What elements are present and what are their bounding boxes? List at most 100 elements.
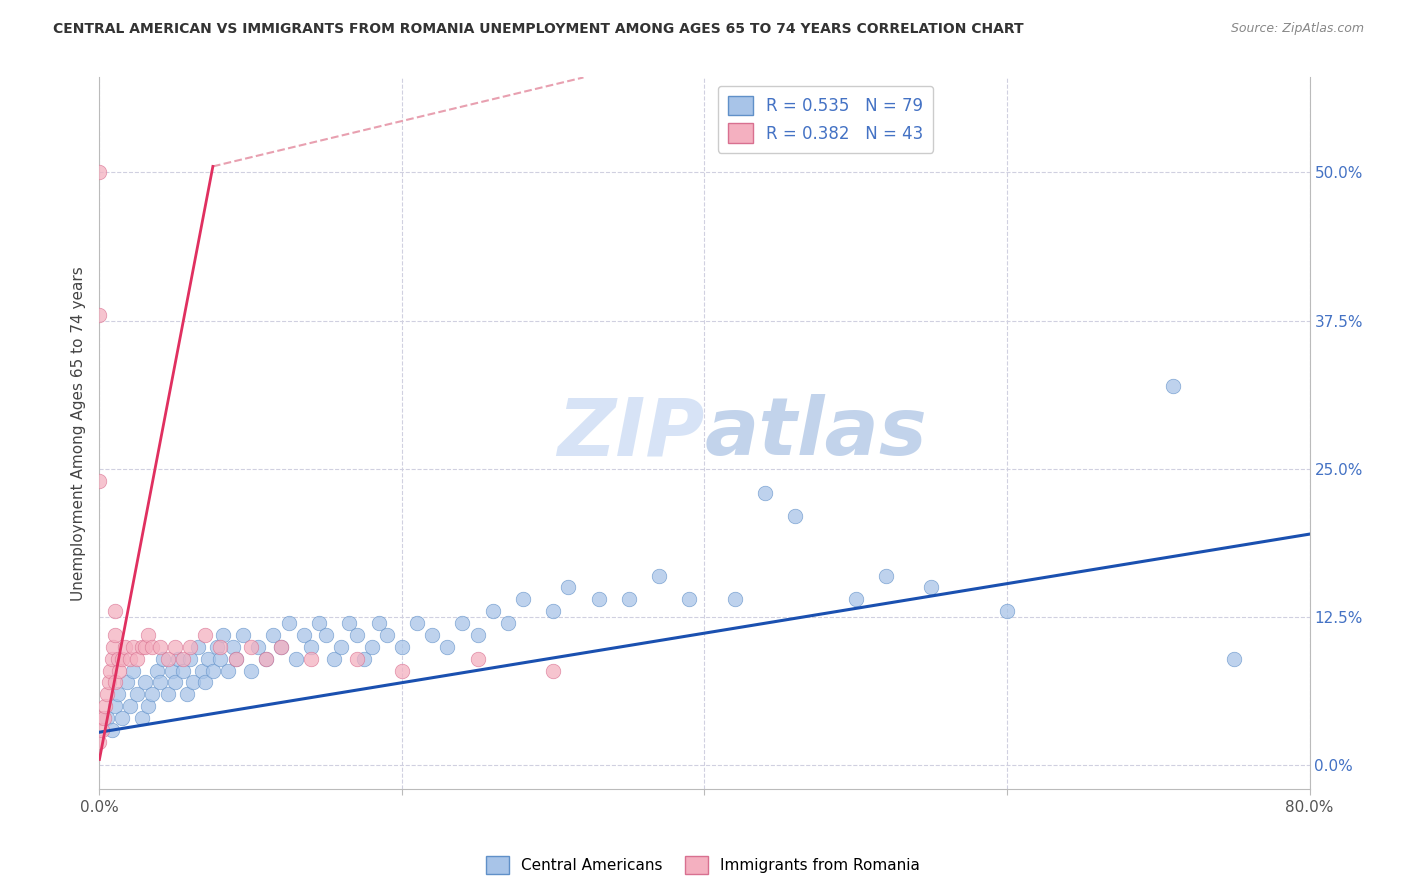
Point	[467, 651, 489, 665]
Point	[108, 664, 131, 678]
Point	[89, 734, 111, 748]
Point	[131, 711, 153, 725]
Point	[875, 568, 897, 582]
Point	[368, 616, 391, 631]
Point	[225, 651, 247, 665]
Point	[100, 723, 122, 737]
Y-axis label: Unemployment Among Ages 65 to 74 years: Unemployment Among Ages 65 to 74 years	[72, 266, 86, 600]
Point	[512, 592, 534, 607]
Point	[114, 640, 136, 654]
Point	[89, 711, 111, 725]
Point	[136, 699, 159, 714]
Point	[225, 651, 247, 665]
Point	[322, 651, 344, 665]
Point	[995, 604, 1018, 618]
Point	[97, 675, 120, 690]
Point	[141, 687, 163, 701]
Point	[270, 640, 292, 654]
Point	[541, 604, 564, 618]
Point	[496, 616, 519, 631]
Point	[118, 699, 141, 714]
Point	[181, 675, 204, 690]
Point	[920, 581, 942, 595]
Point	[149, 640, 172, 654]
Point	[103, 604, 125, 618]
Point	[96, 687, 118, 701]
Point	[678, 592, 700, 607]
Point	[194, 628, 217, 642]
Point	[89, 474, 111, 488]
Point	[1163, 379, 1185, 393]
Point	[247, 640, 270, 654]
Legend: Central Americans, Immigrants from Romania: Central Americans, Immigrants from Roman…	[479, 850, 927, 880]
Point	[98, 664, 121, 678]
Point	[375, 628, 398, 642]
Point	[254, 651, 277, 665]
Point	[118, 651, 141, 665]
Point	[187, 640, 209, 654]
Point	[165, 675, 187, 690]
Point	[134, 675, 156, 690]
Point	[1223, 651, 1246, 665]
Point	[262, 628, 284, 642]
Point	[209, 640, 232, 654]
Point	[167, 651, 190, 665]
Point	[156, 687, 179, 701]
Point	[127, 651, 149, 665]
Point	[101, 640, 124, 654]
Point	[176, 687, 198, 701]
Point	[254, 651, 277, 665]
Point	[107, 687, 129, 701]
Point	[232, 628, 254, 642]
Point	[221, 640, 243, 654]
Point	[292, 628, 315, 642]
Point	[391, 640, 413, 654]
Point	[337, 616, 360, 631]
Text: atlas: atlas	[704, 394, 927, 472]
Point	[353, 651, 375, 665]
Point	[420, 628, 443, 642]
Point	[179, 651, 201, 665]
Point	[107, 651, 129, 665]
Point	[103, 628, 125, 642]
Point	[845, 592, 868, 607]
Text: Source: ZipAtlas.com: Source: ZipAtlas.com	[1230, 22, 1364, 36]
Point	[270, 640, 292, 654]
Point	[194, 675, 217, 690]
Point	[588, 592, 610, 607]
Point	[207, 640, 229, 654]
Point	[152, 651, 174, 665]
Point	[179, 640, 201, 654]
Point	[131, 640, 153, 654]
Point	[100, 651, 122, 665]
Point	[481, 604, 503, 618]
Point	[160, 664, 183, 678]
Point	[172, 664, 194, 678]
Point	[239, 664, 262, 678]
Point	[617, 592, 640, 607]
Point	[172, 651, 194, 665]
Point	[785, 509, 807, 524]
Point	[557, 581, 579, 595]
Point	[111, 651, 134, 665]
Point	[406, 616, 429, 631]
Point	[121, 664, 143, 678]
Point	[754, 485, 776, 500]
Point	[451, 616, 474, 631]
Point	[94, 699, 117, 714]
Text: CENTRAL AMERICAN VS IMMIGRANTS FROM ROMANIA UNEMPLOYMENT AMONG AGES 65 TO 74 YEA: CENTRAL AMERICAN VS IMMIGRANTS FROM ROMA…	[53, 22, 1024, 37]
Point	[121, 640, 143, 654]
Point	[197, 651, 219, 665]
Point	[89, 165, 111, 179]
Point	[115, 675, 138, 690]
Point	[91, 723, 114, 737]
Point	[149, 675, 172, 690]
Point	[209, 651, 232, 665]
Point	[89, 308, 111, 322]
Point	[156, 651, 179, 665]
Point	[191, 664, 214, 678]
Point	[308, 616, 330, 631]
Point	[467, 628, 489, 642]
Point	[127, 687, 149, 701]
Point	[217, 664, 239, 678]
